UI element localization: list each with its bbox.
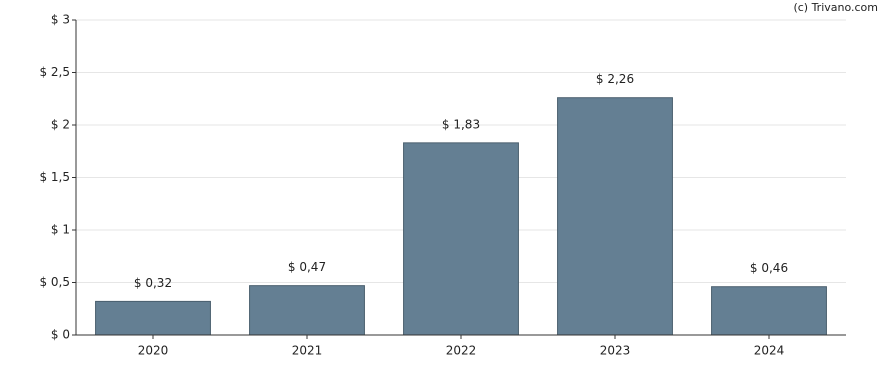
x-tick-label: 2021 [292, 344, 323, 358]
x-tick-label: 2023 [600, 344, 631, 358]
value-label: $ 0,32 [134, 276, 172, 290]
value-label: $ 0,46 [750, 261, 788, 275]
y-tick-label: $ 1,5 [39, 170, 70, 184]
bar [403, 142, 519, 336]
value-label: $ 1,83 [442, 117, 480, 131]
bar [711, 286, 827, 336]
y-tick-label: $ 2 [51, 118, 70, 132]
x-tick-label: 2022 [446, 344, 477, 358]
bar [95, 300, 211, 336]
value-label: $ 2,26 [596, 72, 634, 86]
x-tick-label: 2024 [754, 344, 785, 358]
value-label: $ 0,47 [288, 260, 326, 274]
bar [557, 97, 673, 336]
y-tick-label: $ 2,5 [39, 65, 70, 79]
y-tick-label: $ 0,5 [39, 275, 70, 289]
copyright: (c) Trivano.com [793, 1, 878, 14]
y-tick-label: $ 0 [51, 328, 70, 342]
y-tick-label: $ 3 [51, 13, 70, 27]
bar [249, 285, 365, 336]
y-tick-label: $ 1 [51, 223, 70, 237]
x-tick-label: 2020 [138, 344, 169, 358]
